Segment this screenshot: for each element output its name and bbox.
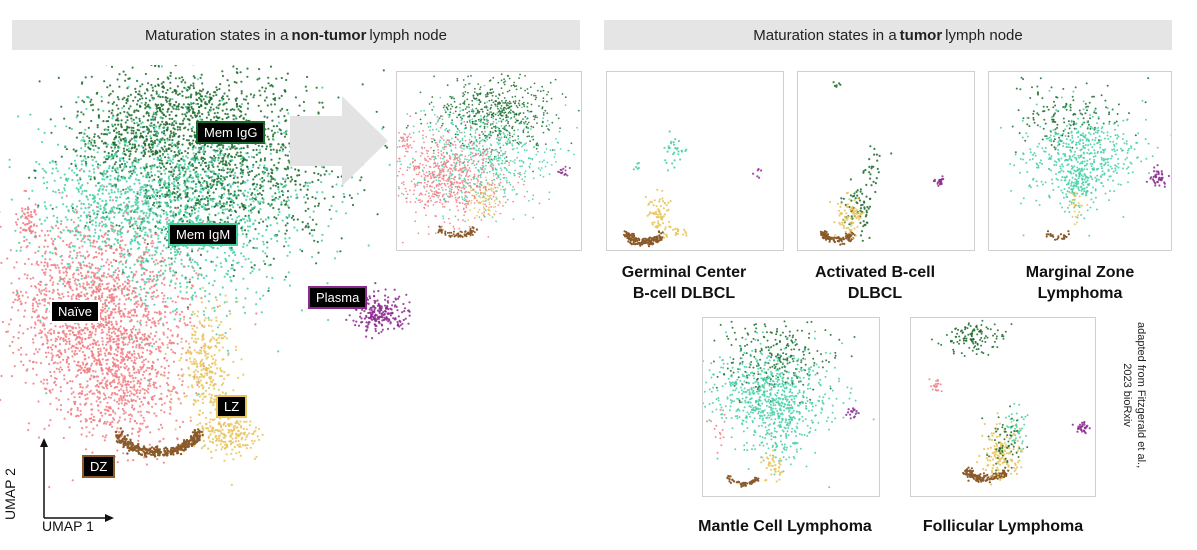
header-tumor-pre: Maturation states in a [753, 26, 897, 44]
label-plasma: Plasma [308, 286, 368, 309]
caption-mzl-line1: Marginal Zone [1025, 264, 1135, 281]
naive-islet-cluster [398, 132, 412, 150]
caption-gcb-line2: B-cell DLBCL [632, 285, 736, 302]
mem-igg-mid-cluster [862, 145, 893, 187]
naive-cluster [706, 408, 726, 454]
mem-igg-low-cluster [981, 405, 1029, 472]
caption-abc-line2: DLBCL [847, 285, 903, 302]
panel-fl [910, 317, 1096, 497]
header-non-tumor-bold: non-tumor [291, 26, 367, 44]
mem-igm-cluster [663, 130, 688, 172]
citation-line1: adapted from Fitzgerald et al., [1135, 322, 1147, 469]
caption-mzl-line2: Lymphoma [1037, 285, 1123, 302]
naive-cluster [397, 114, 541, 244]
caption-fl: Follicular Lymphoma [905, 516, 1101, 537]
panel-mzl [988, 71, 1172, 251]
mem-igm-cluster [398, 82, 578, 223]
panel-mcl [702, 317, 880, 497]
label-naive: Naïve [50, 300, 100, 323]
plasma-cluster [557, 165, 571, 177]
naive-islet-cluster [14, 189, 44, 254]
axis-label-x: UMAP 1 [42, 518, 94, 534]
citation-line2: 2023 bioRxiv [1121, 363, 1133, 427]
plasma-cluster [1145, 164, 1170, 188]
caption-mcl-line1: Mantle Cell Lymphoma [698, 518, 872, 535]
mem-igm-cluster [1003, 402, 1029, 453]
mem-igm-sparse-cluster [632, 161, 640, 171]
mem-igm-tail-cluster [1060, 143, 1098, 220]
caption-abc-dlbcl: Activated B-cell DLBCL [795, 262, 955, 304]
panel-gcb-dlbcl [606, 71, 784, 251]
header-non-tumor-post: lymph node [369, 26, 447, 44]
mem-igm-cluster [999, 89, 1171, 237]
lz-cluster [467, 173, 502, 221]
mem-igg-top-cluster [57, 65, 277, 145]
label-mem-igg: Mem IgG [196, 121, 266, 144]
label-mem-igm: Mem IgM [168, 223, 239, 246]
plasma-cluster [1071, 420, 1091, 435]
header-tumor-post: lymph node [945, 26, 1023, 44]
mem-igm-tail-cluster [743, 376, 814, 476]
lz-cluster [829, 191, 865, 240]
lz-cluster [1068, 191, 1089, 226]
plasma-cluster [752, 168, 763, 179]
mem-igg-cluster [930, 319, 1013, 357]
caption-mcl: Mantle Cell Lymphoma [680, 516, 890, 537]
plasma-cluster [932, 175, 945, 187]
header-tumor: Maturation states in a tumor lymph node [604, 20, 1172, 50]
mem-igg-cluster [703, 320, 856, 406]
caption-mzl: Marginal Zone Lymphoma [1000, 262, 1160, 304]
label-dz: DZ [82, 455, 116, 478]
overview-panel [396, 71, 582, 251]
dz-cluster [726, 474, 760, 488]
citation: adapted from Fitzgerald et al., 2023 bio… [1120, 322, 1148, 468]
dz-cluster [622, 230, 664, 248]
lz-cluster [975, 412, 1024, 486]
caption-abc-line1: Activated B-cell [814, 264, 936, 281]
dz-cluster [114, 427, 204, 458]
panel-abc-dlbcl [797, 71, 975, 251]
naive-cluster [928, 378, 943, 393]
mem-igg-cluster [405, 73, 580, 173]
caption-gcb-dlbcl: Germinal Center B-cell DLBCL [604, 262, 764, 304]
lz-cluster [760, 449, 783, 483]
lz-cluster [161, 286, 245, 486]
naive-tail-cluster [25, 289, 221, 489]
label-lz: LZ [216, 395, 248, 418]
caption-fl-line1: Follicular Lymphoma [922, 518, 1084, 535]
header-non-tumor-pre: Maturation states in a [145, 26, 289, 44]
plasma-cluster [845, 407, 860, 420]
lz-cluster [644, 188, 672, 239]
dz-cluster [1045, 230, 1070, 241]
axis-label-y: UMAP 2 [2, 468, 18, 520]
lz-lower-cluster [193, 408, 264, 462]
lz-lower-cluster [662, 225, 688, 238]
dz-cluster [437, 225, 478, 238]
header-non-tumor: Maturation states in a non-tumor lymph n… [12, 20, 580, 50]
header-tumor-bold: tumor [899, 26, 943, 44]
mem-igm-cluster [703, 330, 875, 489]
transition-arrow [290, 96, 388, 186]
mem-igg-cluster [832, 81, 842, 88]
umap-axes [40, 438, 114, 522]
caption-gcb-line1: Germinal Center [621, 264, 747, 281]
